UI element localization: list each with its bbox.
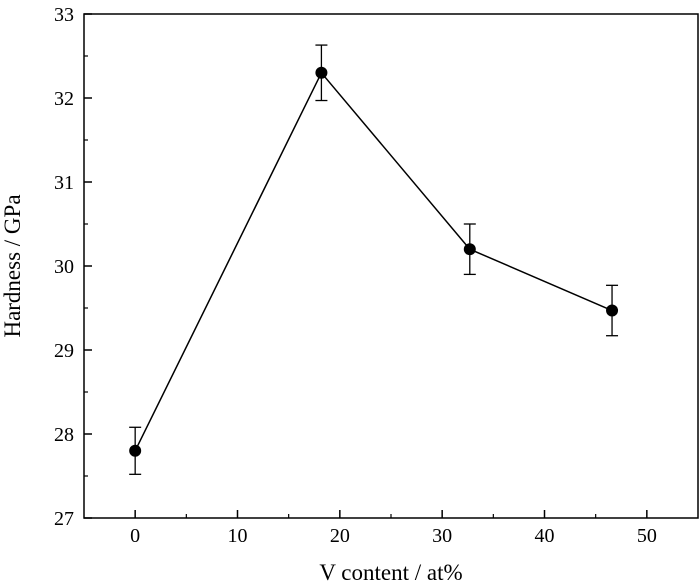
x-tick-label: 30 — [432, 525, 452, 547]
plot-frame — [83, 13, 699, 519]
data-point — [315, 66, 328, 79]
x-tick-label: 10 — [228, 525, 248, 547]
x-tick-label: 20 — [330, 525, 350, 547]
y-tick-label: 27 — [54, 508, 74, 530]
y-tick-label: 33 — [54, 4, 74, 26]
y-tick-label: 32 — [54, 88, 74, 110]
x-tick-label: 50 — [637, 525, 657, 547]
y-tick-label: 28 — [54, 424, 74, 446]
x-axis-ticks: 0 10 20 30 40 50 — [130, 510, 657, 547]
data-point — [606, 304, 619, 317]
series-layer — [129, 44, 619, 475]
y-axis-ticks: 27 28 29 30 31 32 33 — [54, 4, 92, 530]
series-line — [134, 71, 613, 452]
x-tick-label: 0 — [130, 525, 140, 547]
x-tick-label: 40 — [535, 525, 555, 547]
x-axis-title: V content / at% — [319, 560, 462, 583]
y-axis-title: Hardness / GPa — [0, 194, 25, 337]
data-point — [129, 444, 142, 457]
y-tick-label: 30 — [54, 256, 74, 278]
data-point — [463, 243, 476, 256]
y-tick-label: 31 — [54, 172, 74, 194]
y-tick-label: 29 — [54, 340, 74, 362]
